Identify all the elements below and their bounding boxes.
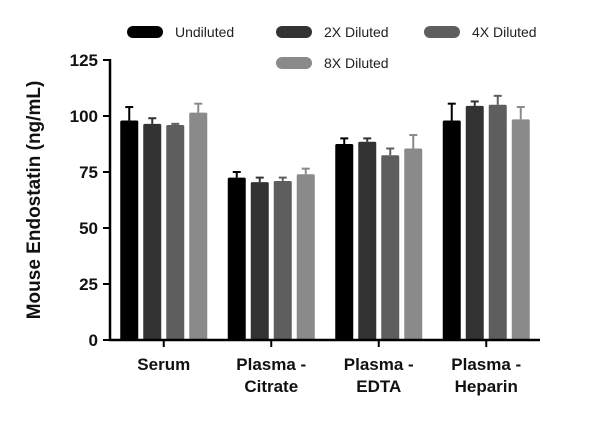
bar xyxy=(273,180,292,340)
legend-label: 2X Diluted xyxy=(324,24,389,40)
y-tick-label: 75 xyxy=(79,163,98,182)
y-tick-label: 25 xyxy=(79,275,98,294)
bar xyxy=(250,182,269,340)
bar xyxy=(511,119,530,340)
bar xyxy=(296,174,315,340)
bar xyxy=(143,123,162,340)
y-axis-title: Mouse Endostatin (ng/mL) xyxy=(24,81,45,320)
bar xyxy=(120,120,139,340)
bar xyxy=(335,144,354,340)
bar xyxy=(381,155,400,340)
y-tick-label: 125 xyxy=(70,51,98,70)
x-category-label: Plasma - xyxy=(344,355,414,374)
legend-swatch xyxy=(424,26,460,38)
legend-label: Undiluted xyxy=(175,24,234,40)
bar xyxy=(465,105,484,340)
bar xyxy=(358,141,377,340)
bars xyxy=(120,94,530,341)
y-axis: 0 25 50 75 100 125 xyxy=(70,51,112,350)
bar xyxy=(227,177,246,340)
x-category-label: Citrate xyxy=(244,377,298,396)
x-category-label: Serum xyxy=(137,355,190,374)
bar xyxy=(442,120,461,340)
y-tick-label: 0 xyxy=(89,331,98,350)
x-category-label: Plasma - xyxy=(236,355,306,374)
bar xyxy=(189,112,208,340)
y-tick-label: 50 xyxy=(79,219,98,238)
x-axis: Serum Plasma - Citrate Plasma - EDTA Plasma -… xyxy=(109,338,540,396)
legend-swatch xyxy=(127,26,163,38)
legend: Undiluted 2X Diluted 4X Diluted 8X Diluted xyxy=(127,24,537,71)
bar xyxy=(488,104,507,340)
legend-swatch xyxy=(276,57,312,69)
bar xyxy=(166,124,185,341)
x-category-label: Plasma - xyxy=(451,355,521,374)
y-tick-label: 100 xyxy=(70,107,98,126)
x-category-label: EDTA xyxy=(356,377,401,396)
legend-label: 4X Diluted xyxy=(472,24,537,40)
legend-label: 8X Diluted xyxy=(324,55,389,71)
bar xyxy=(404,148,423,340)
x-category-label: Heparin xyxy=(455,377,518,396)
legend-swatch xyxy=(276,26,312,38)
